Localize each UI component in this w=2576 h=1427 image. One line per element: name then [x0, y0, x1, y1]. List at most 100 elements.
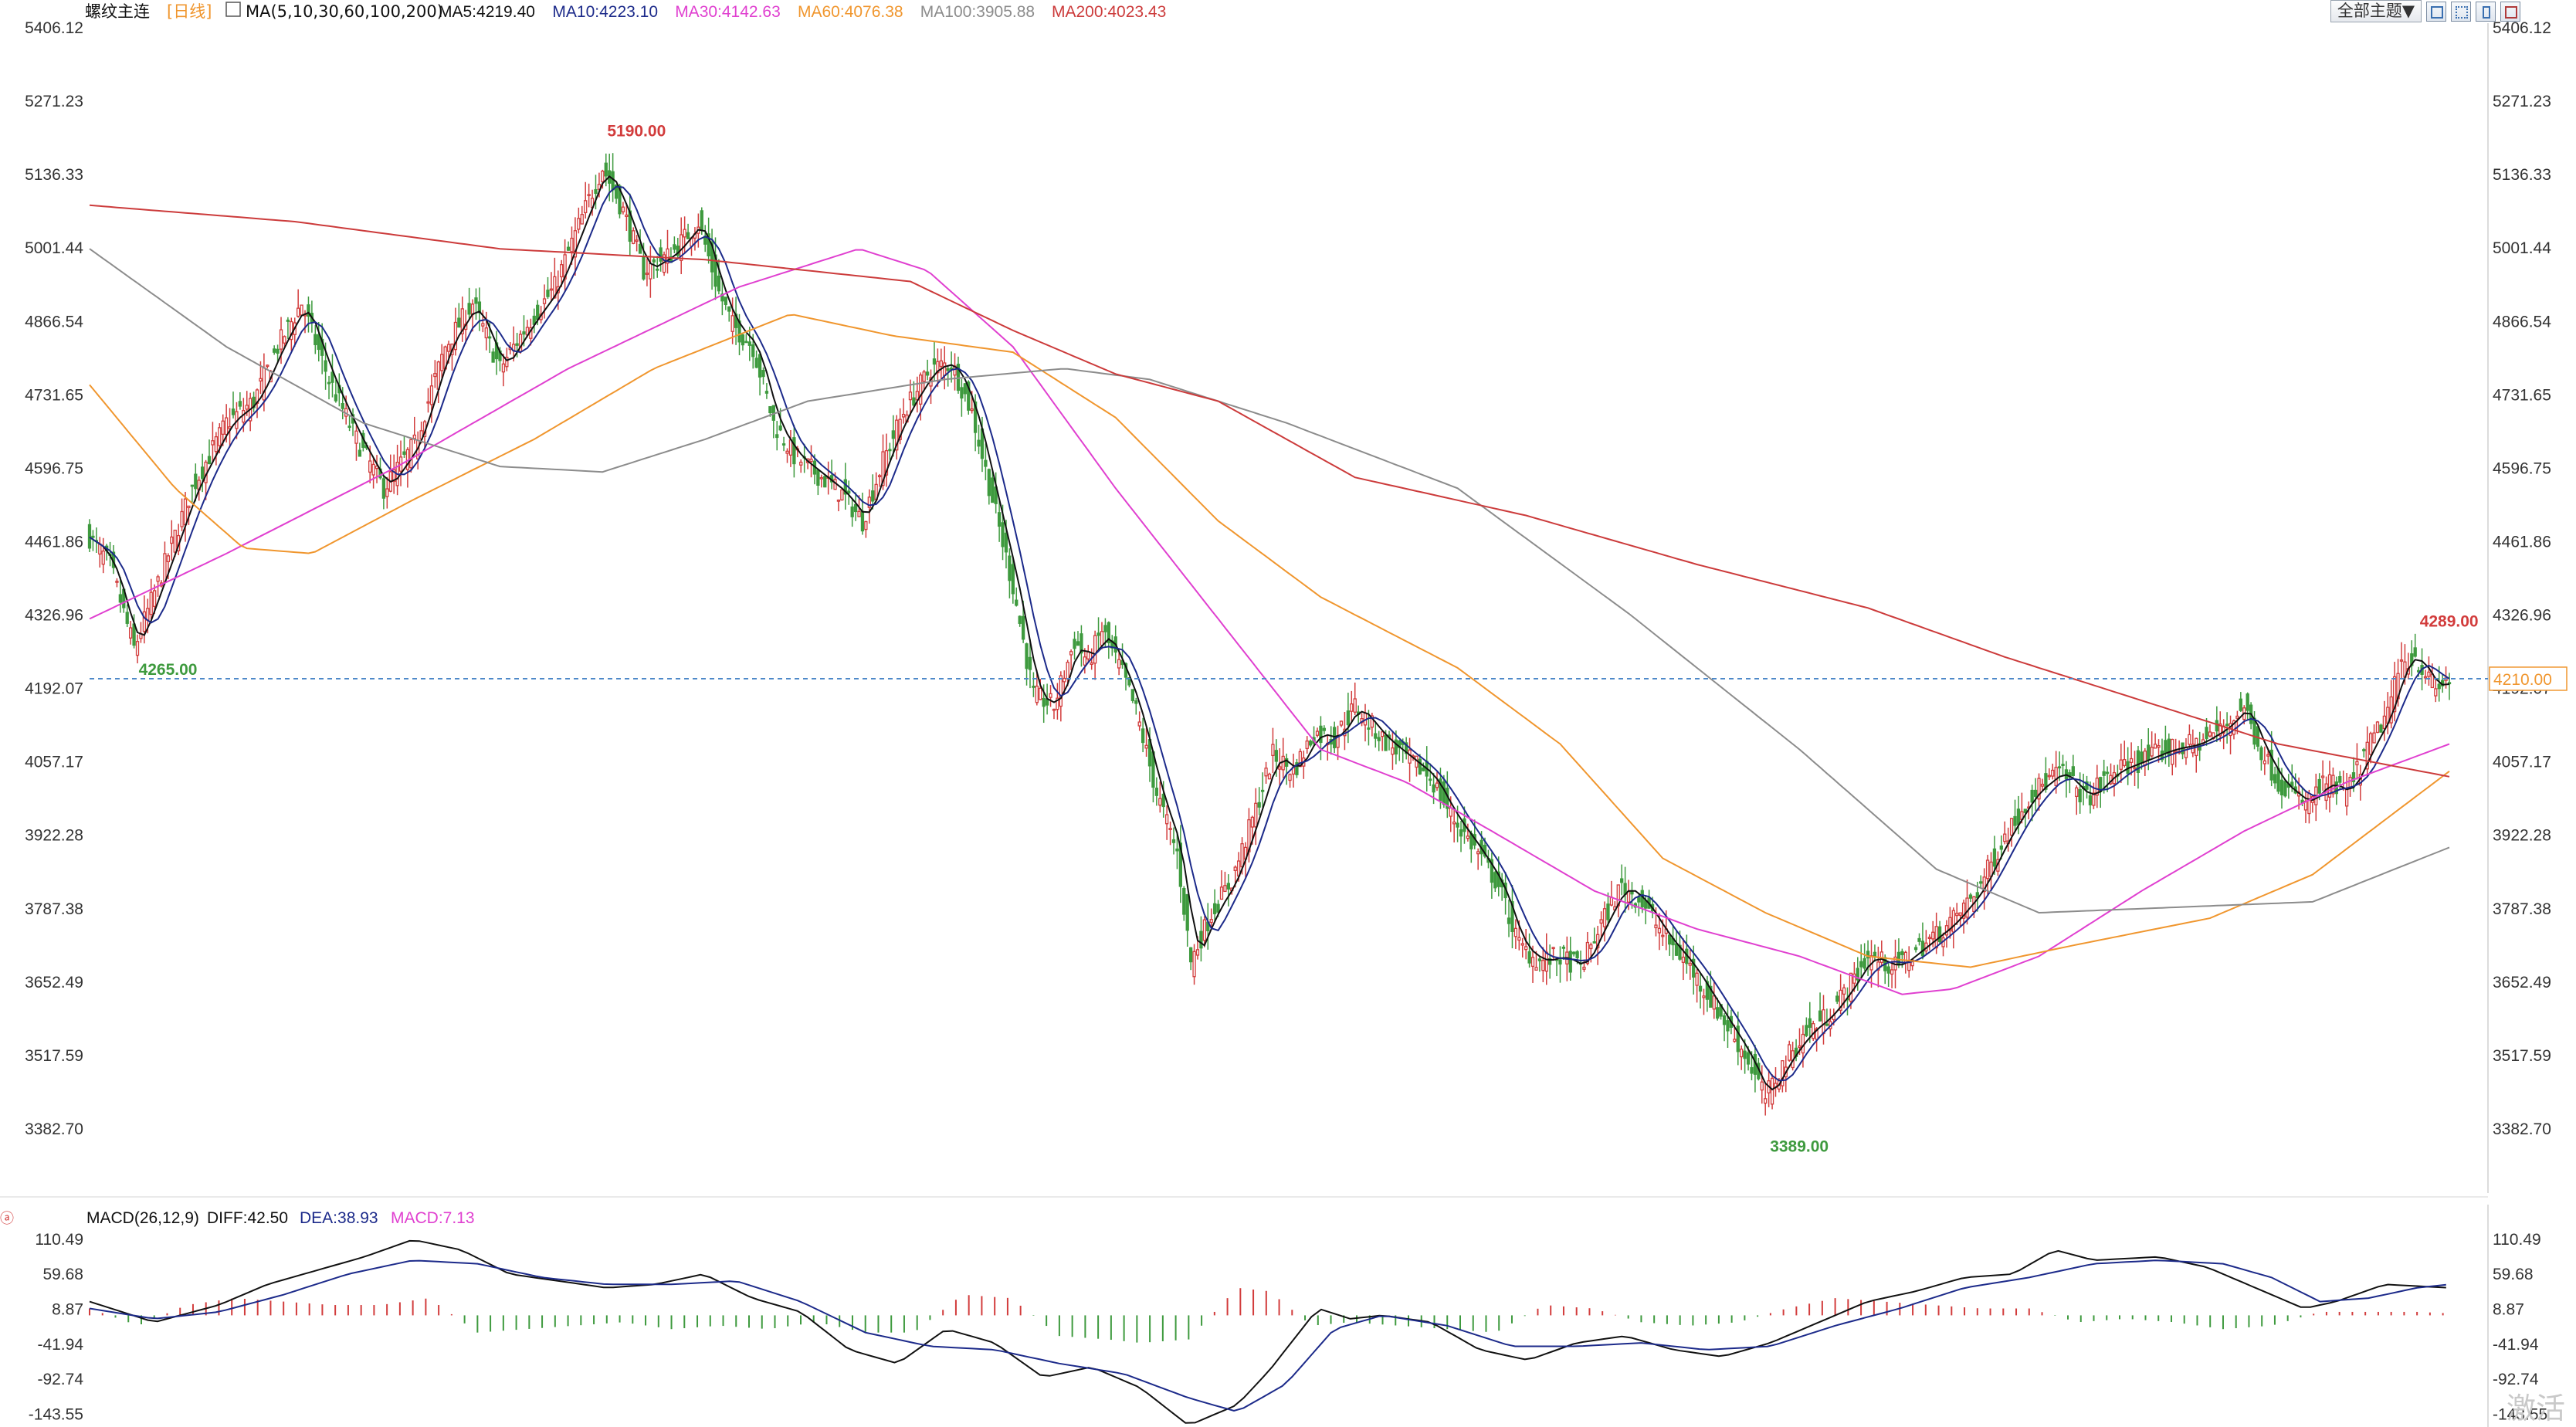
candle-body-35 — [207, 456, 212, 465]
ma100-line — [89, 248, 2450, 914]
candle-body-653 — [2320, 775, 2325, 778]
settings-icon[interactable] — [225, 2, 241, 17]
candle-body-203 — [781, 443, 786, 446]
candle-body-287 — [1069, 651, 1073, 656]
candle-body-288 — [1073, 639, 1076, 649]
candle-body-223 — [850, 506, 854, 517]
candle-body-443 — [1602, 908, 1607, 927]
candle-body-248 — [936, 361, 940, 374]
candle-body-604 — [2153, 744, 2157, 749]
theme-dropdown[interactable]: 全部主题▼ — [2330, 0, 2422, 22]
zoom-icon[interactable] — [2426, 1, 2446, 22]
left-tick-5: 4731.65 — [25, 386, 83, 404]
candle-body-197 — [761, 370, 765, 378]
candle-body-40 — [225, 417, 229, 436]
candle-body-291 — [1083, 656, 1086, 666]
candle-body-193 — [747, 341, 751, 346]
candle-body-184 — [717, 275, 721, 292]
candle-body-74 — [341, 402, 344, 409]
candle-body-51 — [262, 367, 266, 401]
candle-body-48 — [252, 396, 256, 408]
candle-body-472 — [1702, 995, 1706, 998]
candle-body-390 — [1422, 767, 1425, 771]
candle-body-366 — [1339, 720, 1344, 726]
candle-body-323 — [1192, 951, 1196, 978]
candle-body-348 — [1278, 766, 1282, 770]
period-label: [日线] — [167, 2, 212, 21]
candle-body-141 — [570, 237, 574, 253]
right-tick-1: 5271.23 — [2493, 93, 2551, 110]
candle-body-584 — [2085, 781, 2089, 790]
candle-body-605 — [2157, 745, 2161, 748]
candle-body-516 — [1852, 973, 1856, 984]
candle-body-360 — [1319, 725, 1323, 744]
candle-body-127 — [522, 331, 526, 335]
candle-body-433 — [1568, 951, 1572, 973]
candle-body-513 — [1842, 987, 1846, 995]
candle-body-442 — [1599, 919, 1603, 924]
candle-body-347 — [1274, 750, 1279, 762]
candle-body-563 — [2013, 815, 2017, 826]
tools-icon[interactable] — [2500, 1, 2520, 22]
candle-body-519 — [1863, 958, 1866, 969]
macd-right-axis: 110.49 59.68 8.87 -41.94 -92.74 -143.55 — [2493, 1231, 2547, 1423]
candle-body-564 — [2016, 808, 2021, 825]
candle-body-89 — [392, 469, 396, 483]
candle-body-37 — [214, 436, 219, 453]
candle-body-266 — [997, 512, 1002, 527]
candle-body-206 — [792, 437, 796, 465]
candle-body-554 — [1982, 876, 1986, 893]
candlesticks[interactable] — [87, 153, 2452, 1116]
candle-body-572 — [2044, 773, 2048, 790]
candle-body-322 — [1188, 947, 1193, 963]
candle-body-368 — [1346, 710, 1351, 726]
candle-body-342 — [1257, 802, 1261, 808]
candle-body-134 — [546, 290, 550, 297]
candle-body-586 — [2092, 792, 2096, 806]
candle-body-536 — [1920, 941, 1925, 957]
macd-left-tick-0: 110.49 — [35, 1231, 83, 1249]
candle-body-623 — [2218, 723, 2222, 737]
candle-body-208 — [799, 461, 803, 466]
candle-body-237 — [898, 419, 902, 440]
candle-body-548 — [1961, 902, 1966, 919]
candle-body-82 — [368, 460, 372, 473]
candle-body-166 — [656, 268, 659, 271]
candle-body-155 — [618, 185, 622, 215]
candle-body-540 — [1934, 926, 1938, 949]
candle-body-105 — [446, 344, 451, 352]
macd-value-label: MACD:7.13 — [391, 1209, 475, 1227]
grid-icon[interactable] — [2451, 1, 2471, 22]
candle-body-286 — [1066, 662, 1069, 680]
candle-body-502 — [1805, 1025, 1808, 1036]
candle-body-495 — [1781, 1060, 1785, 1086]
candle-body-398 — [1449, 807, 1452, 817]
ma200-line — [89, 204, 2450, 778]
macd-lines — [89, 1239, 2446, 1424]
candle-body-641 — [2279, 779, 2284, 795]
candle-body-181 — [707, 233, 710, 256]
candle-body-555 — [1985, 859, 1990, 880]
candle-body-475 — [1712, 995, 1716, 1010]
chart-toolbar: 全部主题▼ — [2330, 0, 2520, 22]
split-icon[interactable] — [2476, 1, 2496, 22]
candle-body-87 — [385, 488, 389, 497]
candle-body-422 — [1530, 957, 1535, 968]
macd-params-label: MACD(26,12,9) — [86, 1209, 199, 1227]
candle-body-185 — [720, 293, 724, 302]
candle-body-481 — [1733, 1039, 1737, 1042]
candle-body-374 — [1367, 727, 1371, 730]
candle-body-306 — [1134, 700, 1138, 704]
candle-body-224 — [853, 503, 858, 513]
candle-body-243 — [919, 375, 923, 405]
candle-body-324 — [1195, 949, 1200, 956]
left-tick-12: 3787.38 — [25, 900, 83, 918]
macd-diff-label: DIFF:42.50 — [207, 1209, 288, 1227]
candle-body-527 — [1890, 969, 1894, 975]
right-tick-6: 4596.75 — [2493, 459, 2551, 477]
candle-body-434 — [1572, 951, 1576, 954]
candle-body-539 — [1931, 931, 1935, 940]
macd-diff-line — [89, 1239, 2446, 1424]
candle-body-4 — [101, 550, 105, 565]
